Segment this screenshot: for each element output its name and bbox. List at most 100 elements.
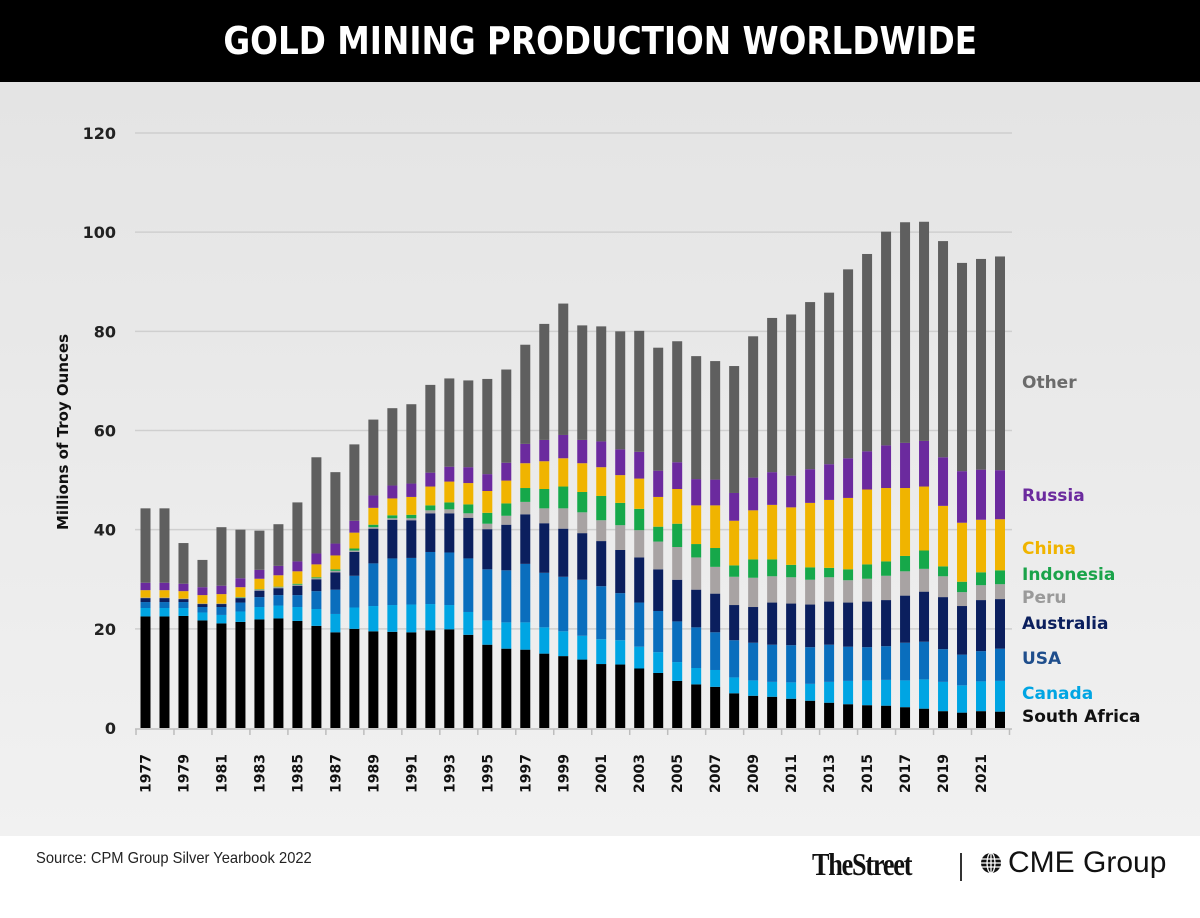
bar-stack-1989 [368,419,379,728]
bar-segment-usa-2003 [634,602,645,647]
bar-segment-usa-1983 [254,597,265,608]
bar-segment-other-1982 [235,529,246,579]
bar-segment-other-1994 [463,380,474,468]
bar-segment-south-africa-1984 [273,618,284,728]
bar-segment-south-africa-1997 [520,649,531,728]
bar-segment-russia-2008 [729,492,740,521]
bar-segment-canada-2017 [900,680,911,708]
bar-segment-peru-2022 [995,584,1005,600]
bar-segment-china-1990 [387,498,398,516]
bar-segment-china-2011 [786,507,797,565]
bar-segment-other-2008 [729,366,740,493]
bar-segment-canada-2012 [805,683,816,701]
bar-segment-other-2018 [919,221,930,441]
bar-segment-australia-1993 [444,513,455,553]
bar-segment-china-2012 [805,502,816,568]
bar-segment-usa-2016 [881,646,892,680]
bar-segment-other-1996 [501,369,512,463]
bar-segment-russia-1990 [387,485,398,499]
bar-segment-peru-2004 [653,541,664,570]
bar-segment-russia-2002 [615,449,626,476]
bar-segment-peru-2010 [767,576,778,603]
bar-segment-other-1985 [292,502,303,562]
bar-stack-2009 [748,336,759,728]
bar-segment-usa-1990 [387,558,398,606]
bar-segment-russia-1979 [178,583,189,592]
bar-segment-peru-2009 [748,577,759,608]
bar-segment-russia-2003 [634,451,645,479]
bar-segment-russia-2012 [805,469,816,503]
bar-segment-indonesia-1986 [311,577,322,579]
legend: South Africa Canada USA Australia Peru Indone… [1022,373,1141,727]
bar-segment-china-1987 [330,555,341,570]
bar-segment-australia-1991 [406,520,417,558]
bar-segment-canada-1980 [197,612,208,621]
bar-segment-indonesia-2015 [862,564,873,579]
bar-segment-indonesia-2022 [995,570,1005,585]
bar-segment-other-1992 [425,384,436,473]
bar-segment-usa-2004 [653,610,664,653]
bar-segment-indonesia-1992 [425,505,436,511]
chart-area: 0 20 40 60 80 100 120 Millions of Troy Ounces … [0,82,1200,836]
bar-segment-russia-1983 [254,569,265,579]
legend-label-peru: Peru [1022,588,1066,608]
bar-segment-peru-2003 [634,530,645,558]
bar-segment-usa-1984 [273,595,284,606]
legend-label-canada: Canada [1022,684,1093,704]
bar-segment-other-2010 [767,317,778,473]
bar-segment-canada-1995 [482,620,493,645]
bar-segment-canada-1987 [330,613,341,633]
bar-segment-canada-2019 [938,681,949,712]
bar-segment-russia-1994 [463,467,474,484]
bar-segment-usa-2001 [596,586,607,640]
x-tick-label: 2021 [974,754,990,793]
bar-segment-china-1986 [311,564,322,578]
bar-stack-1982 [235,529,246,728]
bar-segment-china-2003 [634,478,645,509]
x-tick-label: 1995 [480,754,496,793]
bar-segment-usa-1977 [140,602,151,609]
bar-segment-usa-2017 [900,642,911,681]
bar-segment-usa-1993 [444,552,455,606]
bar-segment-australia-1996 [501,524,512,571]
bar-segment-china-2007 [710,505,721,549]
bar-segment-indonesia-2005 [672,523,683,548]
bar-segment-australia-2004 [653,569,664,611]
bar-segment-china-2018 [919,486,930,551]
bar-segment-australia-2013 [824,601,835,645]
title-bar: GOLD MINING PRODUCTION WORLDWIDE [0,0,1200,82]
bar-segment-russia-2011 [786,475,797,508]
bar-segment-south-africa-1994 [463,634,474,728]
bar-segment-canada-1985 [292,607,303,621]
bar-segment-canada-2016 [881,679,892,706]
bar-segment-indonesia-1988 [349,548,360,551]
legend-label-other: Other [1022,373,1077,393]
bar-segment-russia-2017 [900,442,911,489]
bar-segment-china-2001 [596,467,607,496]
bar-segment-peru-1983 [254,589,265,591]
bar-stack-2004 [653,347,664,728]
bar-segment-south-africa-1980 [197,620,208,728]
bar-segment-other-1990 [387,408,398,486]
bar-stack-1977 [140,508,151,728]
bar-segment-australia-1997 [520,514,531,564]
bar-segment-canada-2002 [615,640,626,665]
bar-stack-1986 [311,457,322,728]
bar-segment-south-africa-2018 [919,708,930,728]
bar-segment-indonesia-1991 [406,514,417,519]
bar-segment-australia-2008 [729,605,740,641]
bar-stack-1980 [197,559,208,728]
bar-segment-indonesia-2021 [976,572,987,586]
bar-segment-china-1993 [444,481,455,503]
bar-segment-canada-1981 [216,614,227,624]
bar-segment-russia-2018 [919,440,930,487]
bar-segment-russia-1986 [311,553,322,565]
bar-segment-other-1983 [254,530,265,570]
bar-segment-south-africa-1987 [330,632,341,728]
bar-segment-peru-1991 [406,518,417,521]
bar-segment-peru-1993 [444,509,455,514]
bar-segment-other-2021 [976,258,987,470]
bar-segment-canada-2010 [767,681,778,697]
bar-segment-south-africa-2014 [843,704,854,728]
bar-segment-peru-2018 [919,568,930,592]
